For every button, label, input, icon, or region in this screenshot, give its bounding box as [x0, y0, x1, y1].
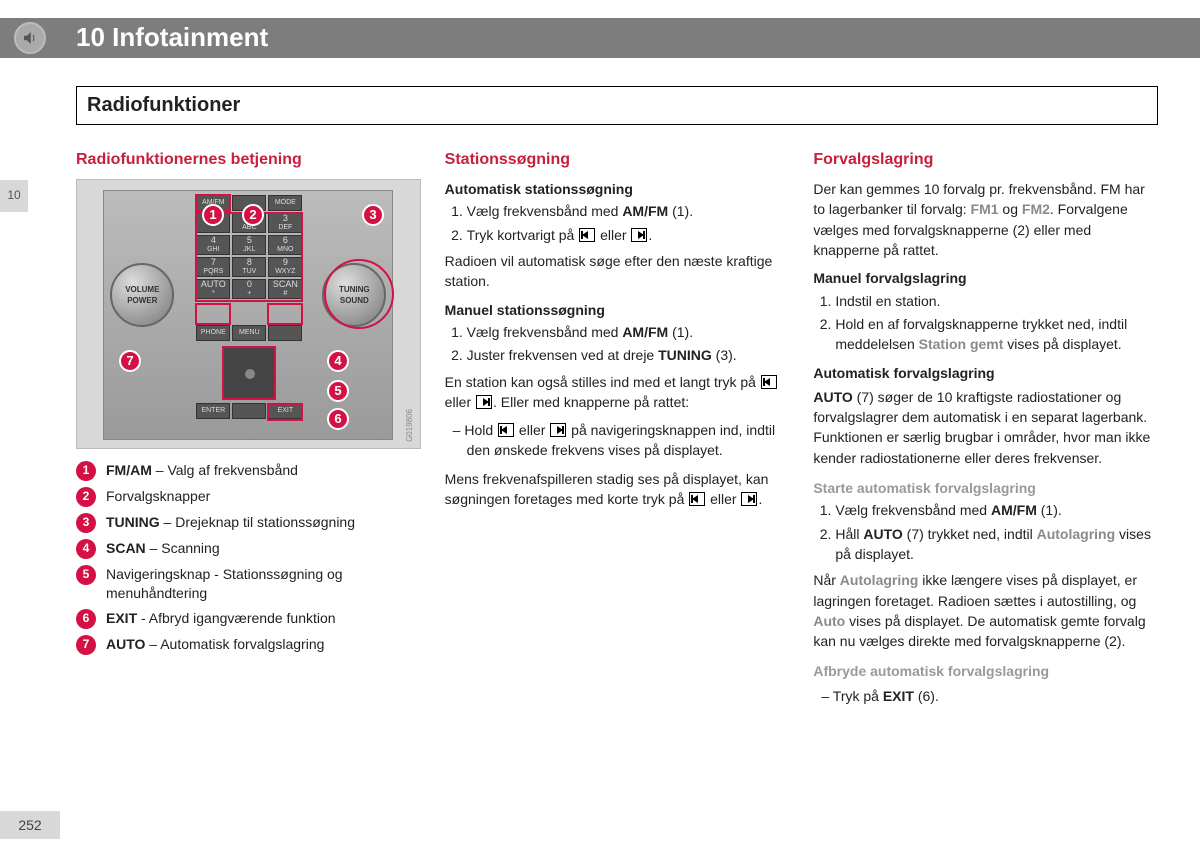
auto-search-heading: Automatisk stationssøgning — [445, 179, 790, 199]
image-code: G019806 — [404, 409, 416, 442]
panel-button: ENTER — [196, 403, 230, 419]
column-1: Radiofunktionernes betjening VOLUME POWE… — [76, 148, 421, 714]
column-2: Stationssøgning Automatisk stationssøgni… — [445, 148, 790, 714]
legend-text: EXIT - Afbryd igangværende funktion — [106, 609, 421, 628]
legend-text: Navigeringsknap - Stationssøgning og men… — [106, 565, 421, 603]
man-step-1: Vælg frekvensbånd med AM/FM (1). — [467, 322, 790, 342]
manual-search-dash: Hold eller på navigeringsknappen ind, in… — [445, 420, 790, 461]
prev-icon — [579, 228, 595, 242]
panel-button: PHONE — [196, 325, 230, 341]
start-auto-2: Håll AUTO (7) trykket ned, indtil Autola… — [835, 524, 1158, 565]
content-columns: Radiofunktionernes betjening VOLUME POWE… — [76, 148, 1158, 714]
panel-button: MENU — [232, 325, 266, 341]
chapter-title: 10 Infotainment — [76, 19, 268, 57]
next-icon — [741, 492, 757, 506]
prev-icon — [761, 375, 777, 389]
legend-text: SCAN – Scanning — [106, 539, 421, 558]
legend-number: 5 — [76, 565, 96, 585]
section-title: Radiofunktioner — [87, 94, 240, 116]
manual-search-steps: Vælg frekvensbånd med AM/FM (1). Juster … — [445, 322, 790, 366]
start-auto-steps: Vælg frekvensbånd med AM/FM (1). Håll AU… — [813, 500, 1158, 564]
legend-item: 1 FM/AM – Valg af frekvensbånd — [76, 461, 421, 481]
auto-step-1: Vælg frekvensbånd med AM/FM (1). — [467, 201, 790, 221]
panel-button: MODE — [268, 195, 302, 211]
next-icon — [476, 395, 492, 409]
highlight-6 — [267, 403, 303, 421]
speaker-icon — [14, 22, 46, 54]
section-title-box: Radiofunktioner — [76, 86, 1158, 125]
start-auto-1: Vælg frekvensbånd med AM/FM (1). — [835, 500, 1158, 520]
legend-text: FM/AM – Valg af frekvensbånd — [106, 461, 421, 480]
legend-item: 2 Forvalgsknapper — [76, 487, 421, 507]
prev-icon — [689, 492, 705, 506]
legend-text: TUNING – Drejeknap til stationssøgning — [106, 513, 421, 532]
man-step-2: Juster frekvensen ved at dreje TUNING (3… — [467, 345, 790, 365]
manual-search-heading: Manuel stationssøgning — [445, 300, 790, 320]
man-preset-2: Hold en af forvalgsknapperne trykket ned… — [835, 314, 1158, 355]
legend-item: 3 TUNING – Drejeknap til stationssøgning — [76, 513, 421, 533]
chapter-header: 10 Infotainment — [0, 18, 1200, 58]
radio-panel-diagram: VOLUME POWER TUNING SOUND AM/FMMODE 12AB… — [76, 179, 421, 449]
legend-item: 4 SCAN – Scanning — [76, 539, 421, 559]
highlight-4 — [267, 303, 303, 325]
auto-preset-heading: Automatisk forvalgslagring — [813, 363, 1158, 383]
auto-search-note: Radioen vil automatisk søge efter den næ… — [445, 251, 790, 292]
radio-panel: VOLUME POWER TUNING SOUND AM/FMMODE 12AB… — [103, 190, 393, 440]
start-auto-note: Når Autolagring ikke længere vises på di… — [813, 570, 1158, 651]
legend-number: 2 — [76, 487, 96, 507]
legend-number: 6 — [76, 609, 96, 629]
manual-preset-steps: Indstil en station. Hold en af forvalgsk… — [813, 291, 1158, 355]
man-preset-1: Indstil en station. — [835, 291, 1158, 311]
manual-search-note: En station kan også stilles ind med et l… — [445, 372, 790, 413]
column-3: Forvalgslagring Der kan gemmes 10 forval… — [813, 148, 1158, 714]
legend-item: 7 AUTO – Automatisk forvalgslagring — [76, 635, 421, 655]
manual-search-note-2: Mens frekvenafspilleren stadig ses på di… — [445, 469, 790, 510]
highlight-3 — [324, 259, 394, 329]
bottom-button-row-1: PHONEMENU — [196, 325, 302, 341]
next-icon — [550, 423, 566, 437]
volume-knob: VOLUME POWER — [110, 263, 174, 327]
preset-intro: Der kan gemmes 10 forvalg pr. frekvensbå… — [813, 179, 1158, 260]
diagram-legend: 1 FM/AM – Valg af frekvensbånd 2 Forvalgskn… — [76, 461, 421, 655]
col3-heading: Forvalgslagring — [813, 148, 1158, 171]
stop-auto-heading: Afbryde automatisk forvalgslagring — [813, 661, 1158, 681]
auto-preset-text: AUTO (7) søger de 10 kraftigste radiosta… — [813, 387, 1158, 468]
legend-text: Forvalgsknapper — [106, 487, 421, 506]
highlight-7 — [195, 303, 231, 325]
start-auto-heading: Starte automatisk forvalgslagring — [813, 478, 1158, 498]
manual-preset-heading: Manuel forvalgslagring — [813, 268, 1158, 288]
page-number: 252 — [0, 811, 60, 839]
stop-auto-dash: Tryk på EXIT (6). — [813, 686, 1158, 706]
legend-number: 7 — [76, 635, 96, 655]
legend-item: 6 EXIT - Afbryd igangværende funktion — [76, 609, 421, 629]
legend-number: 3 — [76, 513, 96, 533]
legend-item: 5 Navigeringsknap - Stationssøgning og me… — [76, 565, 421, 603]
legend-number: 4 — [76, 539, 96, 559]
legend-text: AUTO – Automatisk forvalgslagring — [106, 635, 421, 654]
auto-step-2: Tryk kortvarigt på eller . — [467, 225, 790, 245]
col1-heading: Radiofunktionernes betjening — [76, 148, 421, 171]
highlight-5 — [222, 346, 276, 400]
panel-button — [232, 403, 266, 419]
next-icon — [631, 228, 647, 242]
prev-icon — [498, 423, 514, 437]
panel-button — [268, 325, 302, 341]
legend-number: 1 — [76, 461, 96, 481]
auto-search-steps: Vælg frekvensbånd med AM/FM (1). Tryk ko… — [445, 201, 790, 245]
col2-heading: Stationssøgning — [445, 148, 790, 171]
side-tab: 10 — [0, 180, 28, 212]
